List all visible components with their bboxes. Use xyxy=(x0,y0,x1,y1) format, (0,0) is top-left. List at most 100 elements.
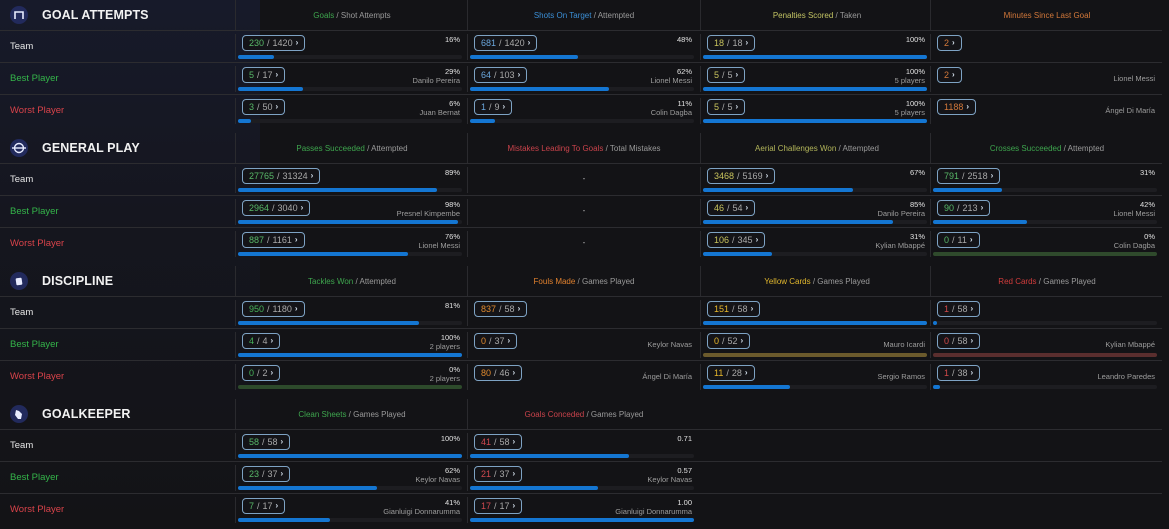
column-header: Fouls Made / Games Played xyxy=(467,266,700,296)
stat-value-button[interactable]: 2 › xyxy=(937,35,962,51)
chevron-right-icon: › xyxy=(512,437,516,446)
stat-percentage: 1.00 xyxy=(677,498,692,507)
chevron-right-icon: › xyxy=(310,171,314,180)
stat-value-button[interactable]: 151/58 › xyxy=(707,301,761,317)
stat-value-button[interactable]: 7/17 › xyxy=(242,498,286,514)
column-header-denominator: / Shot Attempts xyxy=(334,10,391,20)
stat-denominator: 1420 xyxy=(504,38,525,48)
stat-value-button[interactable]: 3/50 › xyxy=(242,99,286,115)
progress-bar-fill xyxy=(470,87,609,91)
player-name: Kylian Mbappé xyxy=(875,241,925,250)
stat-value-button[interactable]: 5/17 › xyxy=(242,67,286,83)
stat-value-button[interactable]: 106/345 › xyxy=(707,232,766,248)
section-header: GOAL ATTEMPTS Goals / Shot Attempts Shots … xyxy=(0,0,1162,31)
progress-bar-fill xyxy=(238,55,274,59)
player-name: Lionel Messi xyxy=(418,241,460,250)
stat-value-button[interactable]: 0/52 › xyxy=(707,333,751,349)
row-label: Team xyxy=(10,41,34,52)
stat-separator: / xyxy=(952,336,955,346)
column-header-metric: Yellow Cards xyxy=(764,276,811,286)
stat-cell: 3468/5169 › 67% xyxy=(700,167,933,193)
stat-value-button[interactable]: 90/213 › xyxy=(937,200,991,216)
stat-numerator: 7 xyxy=(249,501,255,511)
stat-denominator: 2518 xyxy=(967,171,988,181)
row-worst-player: Worst Player 7/17 › 41% Gianluigi Donnarumma… xyxy=(0,494,1162,525)
stat-value-button[interactable]: 4/4 › xyxy=(242,333,281,349)
column-header: Tackles Won / Attempted xyxy=(235,266,468,296)
player-name: Kylian Mbappé xyxy=(1105,340,1155,349)
column-header: Red Cards / Games Played xyxy=(930,266,1163,296)
stat-denominator: 5169 xyxy=(742,171,763,181)
column-header-denominator: / Games Played xyxy=(810,276,870,286)
chevron-right-icon: › xyxy=(952,38,955,47)
stat-value-button[interactable]: 0/2 › xyxy=(242,365,281,381)
stat-value-button[interactable]: 18/18 › xyxy=(707,35,756,51)
stat-value-button[interactable]: 230/1420 › xyxy=(242,35,306,51)
column-header-metric: Penalties Scored xyxy=(772,10,834,20)
stat-value-button[interactable]: 1/38 › xyxy=(937,365,981,381)
stat-value-button[interactable]: 0/37 › xyxy=(474,333,518,349)
stat-value-button[interactable]: 1/9 › xyxy=(474,99,513,115)
stat-numerator: 0 xyxy=(714,336,720,346)
stat-value-button[interactable]: 0/11 › xyxy=(937,232,980,248)
stat-numerator: 1 xyxy=(944,304,950,314)
stat-value-button[interactable]: 1188 › xyxy=(937,99,977,115)
chevron-right-icon: › xyxy=(970,368,974,377)
stat-value-button[interactable]: 3468/5169 › xyxy=(707,168,776,184)
stat-value-button[interactable]: 23/37 › xyxy=(242,466,291,482)
chevron-right-icon: › xyxy=(755,235,759,244)
chevron-right-icon: › xyxy=(280,469,284,478)
stat-value-button[interactable]: 681/1420 › xyxy=(474,35,538,51)
stat-separator: / xyxy=(257,501,260,511)
stat-value-button[interactable]: 837/58 › xyxy=(474,301,528,317)
stat-cell: 887/1161 › 76% Lionel Messi xyxy=(235,231,468,257)
stat-cell: 1/58 › xyxy=(930,300,1163,326)
stat-value-button[interactable]: 11/28 › xyxy=(707,365,755,381)
stat-value-button[interactable]: 21/37 › xyxy=(474,466,523,482)
player-name: Leandro Paredes xyxy=(1097,372,1155,381)
stat-value-button[interactable]: 791/2518 › xyxy=(937,168,1001,184)
stat-percentage: 31% xyxy=(909,232,925,241)
stat-numerator: 23 xyxy=(249,469,260,479)
stat-value-button[interactable]: 64/103 › xyxy=(474,67,528,83)
player-name: Lionel Messi xyxy=(650,76,692,85)
progress-bar-fill xyxy=(703,385,791,389)
stat-value-button[interactable]: 46/54 › xyxy=(707,200,756,216)
stat-cell: 5/17 › 29% Danilo Pereira xyxy=(235,66,468,92)
stat-value-button[interactable]: 27765/31324 › xyxy=(242,168,321,184)
stat-value-button[interactable]: 5/5 › xyxy=(707,67,746,83)
row-label: Best Player xyxy=(10,73,59,84)
stat-value-button[interactable]: 58/58 › xyxy=(242,434,291,450)
chevron-right-icon: › xyxy=(294,235,298,244)
stat-value-button[interactable]: 887/1161 › xyxy=(242,232,305,248)
chevron-right-icon: › xyxy=(502,102,506,111)
stat-value-button[interactable]: 5/5 › xyxy=(707,99,746,115)
stat-value-button[interactable]: 950/1180 › xyxy=(242,301,305,317)
column-header-denominator: / Attempted xyxy=(353,276,396,286)
stat-percentage: 76% xyxy=(444,232,460,241)
stat-denominator: 58 xyxy=(504,304,515,314)
stat-percentage: 6% xyxy=(449,99,460,108)
stat-value-button[interactable]: 80/46 › xyxy=(474,365,523,381)
stat-value-button[interactable]: 17/17 › xyxy=(474,498,523,514)
stat-value-button[interactable]: 41/58 › xyxy=(474,434,523,450)
stat-separator: / xyxy=(267,235,270,245)
stat-value-button[interactable]: 2964/3040 › xyxy=(242,200,311,216)
player-name: Presnel Kimpembe xyxy=(396,209,460,218)
stat-separator: / xyxy=(499,304,502,314)
stat-numerator: 106 xyxy=(714,235,730,245)
player-name: Keylor Navas xyxy=(647,340,692,349)
stat-numerator: 46 xyxy=(714,203,725,213)
progress-bar xyxy=(238,518,462,522)
stat-cell: 230/1420 › 16% xyxy=(235,34,468,60)
chevron-right-icon: › xyxy=(970,336,974,345)
player-name: Colin Dagba xyxy=(1113,241,1155,250)
stat-separator: / xyxy=(727,38,730,48)
chevron-right-icon: › xyxy=(275,70,279,79)
progress-bar xyxy=(470,55,694,59)
stat-value-button[interactable]: 2 › xyxy=(937,67,962,83)
stat-cell: 21/37 › 0.57 Keylor Navas xyxy=(467,465,700,491)
stat-value-button[interactable]: 0/58 › xyxy=(937,333,981,349)
stat-value-button[interactable]: 1/58 › xyxy=(937,301,981,317)
player-name: 5 players xyxy=(894,76,925,85)
